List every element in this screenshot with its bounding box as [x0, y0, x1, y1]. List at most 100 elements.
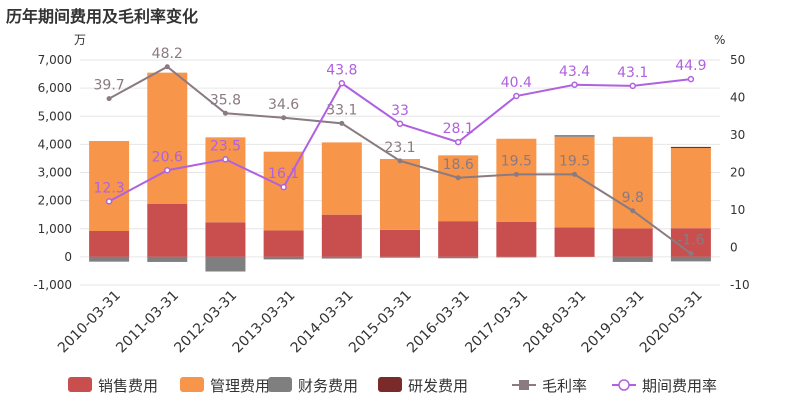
- bar-segment: [89, 256, 130, 262]
- bar-segment: [380, 256, 420, 258]
- data-label: 23.5: [210, 138, 241, 154]
- legend-label: 销售费用: [98, 377, 158, 395]
- data-label: 19.5: [559, 153, 590, 169]
- bar-segment: [205, 137, 246, 223]
- y-left-tick-label: 7,000: [38, 53, 72, 67]
- data-point: [630, 208, 636, 214]
- bar-segment: [612, 228, 653, 257]
- bar-segment: [496, 256, 537, 258]
- data-label: 16.1: [268, 166, 299, 182]
- data-point: [281, 115, 287, 121]
- y-right-unit: %: [714, 33, 725, 47]
- data-point: [513, 171, 519, 177]
- bar-segment: [438, 221, 479, 257]
- data-point: [571, 81, 578, 88]
- data-label: 9.8: [622, 190, 644, 206]
- bar-segment: [612, 136, 653, 229]
- data-point: [339, 120, 345, 126]
- data-point: [222, 110, 228, 116]
- legend-marker: [519, 380, 529, 390]
- data-label: 44.9: [675, 58, 706, 74]
- data-point: [338, 80, 346, 87]
- data-point: [454, 138, 462, 146]
- bar-segment: [321, 142, 362, 215]
- data-label: 39.7: [94, 78, 125, 94]
- data-label: 33: [391, 103, 409, 119]
- bar-segment: [554, 227, 595, 257]
- bar-segment: [89, 231, 130, 257]
- chart-title: 历年期间费用及毛利率变化: [6, 7, 199, 26]
- bar-segment: [612, 256, 653, 262]
- data-point: [572, 171, 578, 177]
- data-point: [105, 198, 113, 205]
- y-right-tick-label: -10: [730, 278, 750, 292]
- data-label: 18.6: [443, 157, 474, 173]
- data-point: [222, 156, 229, 163]
- bar-segment: [670, 256, 711, 262]
- bar-segment: [496, 221, 537, 257]
- bar-segment: [670, 146, 711, 149]
- bar-segment: [205, 222, 246, 257]
- bar-segment: [89, 141, 130, 231]
- legend-label: 研发费用: [408, 377, 468, 395]
- legend-swatch: [180, 377, 204, 392]
- y-left-unit: 万: [74, 33, 86, 47]
- bar-segment: [496, 138, 537, 222]
- y-left-tick-label: 5,000: [38, 109, 72, 123]
- data-label: 40.4: [501, 75, 532, 91]
- bar-segment: [380, 159, 420, 230]
- legend-label: 管理费用: [210, 377, 270, 395]
- data-label: 48.2: [152, 46, 183, 62]
- data-label: 43.1: [617, 65, 648, 81]
- data-point: [280, 183, 287, 191]
- y-left-tick-label: 1,000: [38, 222, 72, 236]
- data-label: 43.8: [326, 62, 357, 78]
- legend-marker: [618, 379, 630, 391]
- data-label: 20.6: [152, 149, 183, 165]
- data-point: [397, 158, 403, 164]
- bar-segment: [321, 214, 362, 257]
- data-point: [164, 64, 170, 70]
- y-left-tick-label: 6,000: [38, 81, 72, 95]
- bar-segment: [205, 256, 246, 272]
- legend-swatch: [268, 377, 292, 392]
- bar-segment: [438, 155, 479, 222]
- data-label: 34.6: [268, 97, 299, 113]
- bar-segment: [380, 229, 420, 257]
- data-label: 19.5: [501, 153, 532, 169]
- data-label: 23.1: [384, 140, 415, 156]
- bar-segment: [147, 256, 188, 262]
- legend-label: 毛利率: [542, 377, 587, 395]
- data-label: 12.3: [94, 180, 125, 196]
- bar-segment: [147, 72, 188, 204]
- y-left-tick-label: 2,000: [38, 194, 72, 208]
- data-label: -1.6: [677, 233, 704, 249]
- data-label: 43.4: [559, 64, 590, 80]
- data-point: [688, 251, 694, 256]
- y-right-tick-label: 0: [730, 241, 738, 255]
- legend-swatch: [378, 377, 402, 392]
- data-label: 35.8: [210, 92, 241, 108]
- y-left-tick-label: 4,000: [38, 137, 72, 151]
- legend-swatch: [68, 377, 92, 392]
- x-tick-label: 2020-03-31: [637, 288, 706, 357]
- data-label: 28.1: [443, 121, 474, 137]
- y-right-tick-label: 50: [730, 53, 745, 67]
- legend-label: 期间费用率: [642, 377, 717, 395]
- data-point: [455, 175, 461, 181]
- data-point: [687, 75, 695, 83]
- y-left-tick-label: 3,000: [38, 166, 72, 180]
- data-point: [106, 96, 112, 102]
- data-point: [164, 167, 171, 174]
- bar-segment: [438, 256, 479, 259]
- bar-segment: [263, 230, 304, 257]
- y-left-tick-label: 0: [64, 250, 72, 264]
- data-point: [513, 92, 520, 100]
- y-right-tick-label: 30: [730, 128, 745, 142]
- y-right-tick-label: 40: [730, 91, 745, 105]
- bar-segment: [554, 135, 595, 137]
- bar-segment: [321, 256, 362, 259]
- y-right-tick-label: 20: [730, 166, 745, 180]
- data-point: [396, 120, 404, 127]
- legend-label: 财务费用: [298, 377, 358, 395]
